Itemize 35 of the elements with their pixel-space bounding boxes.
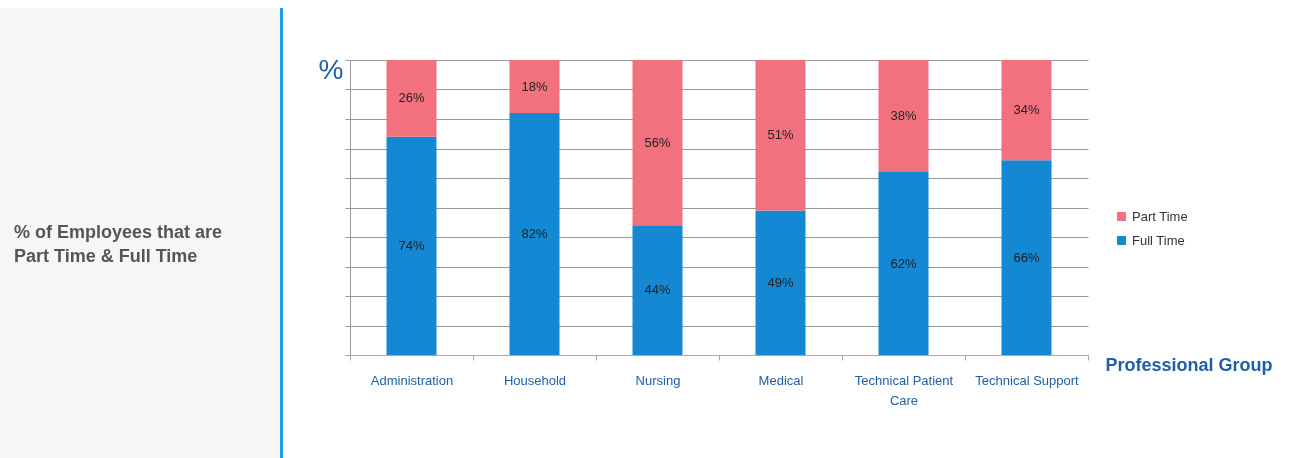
bar <box>1001 160 1052 355</box>
data-label: 56% <box>644 134 671 150</box>
data-label: 62% <box>890 255 917 271</box>
bar <box>509 113 560 355</box>
bar <box>509 60 560 114</box>
bar <box>632 225 683 355</box>
x-tick-label: Administration <box>370 372 454 388</box>
bar <box>632 60 683 226</box>
bar <box>878 172 929 355</box>
x-axis-title: Professional Group <box>1105 354 1273 375</box>
x-tick-label: Nursing <box>635 372 681 388</box>
data-label: 34% <box>1013 102 1040 118</box>
x-tick-label: Technical Patient Care <box>854 372 954 408</box>
legend-label: Part Time <box>1132 208 1188 224</box>
bar <box>1001 60 1052 161</box>
data-label: 44% <box>644 282 671 298</box>
x-tick-label: Technical Support <box>975 372 1080 388</box>
bar <box>386 60 437 137</box>
data-label: 49% <box>767 274 794 290</box>
data-label: 18% <box>521 78 548 94</box>
data-label: 26% <box>398 90 425 106</box>
text: % of Employees that are Part Time & Full Time <box>14 221 224 268</box>
data-label: 38% <box>890 108 917 124</box>
bar <box>755 60 806 211</box>
bar <box>386 136 437 355</box>
data-label: 51% <box>767 127 794 143</box>
bar <box>878 60 929 173</box>
x-tick-label: Household <box>503 372 567 388</box>
y-axis-title: % <box>318 53 344 85</box>
x-tick-label: Medical <box>758 372 804 388</box>
legend-label: Full Time <box>1132 232 1185 248</box>
bar <box>755 210 806 355</box>
data-label: 74% <box>398 237 425 253</box>
data-label: 66% <box>1013 249 1040 265</box>
data-label: 82% <box>521 226 548 242</box>
